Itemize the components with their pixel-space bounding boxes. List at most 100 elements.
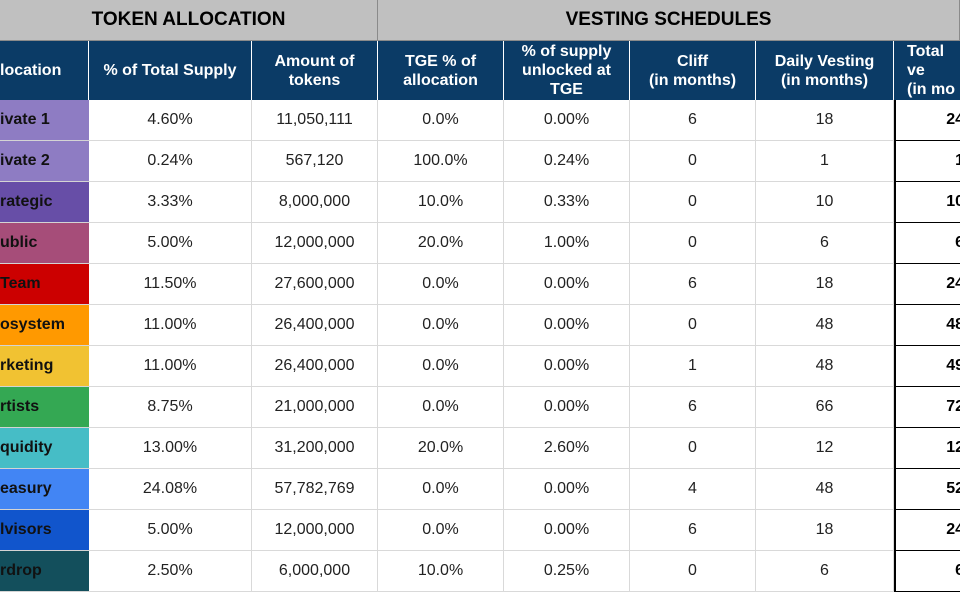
cliff-cell[interactable]: 0 — [630, 141, 756, 182]
tge-pct-cell[interactable]: 0.0% — [378, 100, 504, 141]
daily-cell[interactable]: 48 — [756, 469, 894, 510]
total-vesting-cell[interactable]: 24 — [894, 510, 960, 551]
allocation-name-cell[interactable]: rategic — [0, 182, 89, 223]
unlocked-cell[interactable]: 2.60% — [504, 428, 630, 469]
tge-pct-cell[interactable]: 0.0% — [378, 387, 504, 428]
daily-cell[interactable]: 18 — [756, 100, 894, 141]
total-vesting-cell[interactable]: 49 — [894, 346, 960, 387]
amount-cell[interactable]: 27,600,000 — [252, 264, 378, 305]
amount-cell[interactable]: 12,000,000 — [252, 223, 378, 264]
cliff-cell[interactable]: 6 — [630, 510, 756, 551]
supply-pct-header[interactable]: % of Total Supply — [89, 41, 252, 100]
amount-cell[interactable]: 12,000,000 — [252, 510, 378, 551]
daily-cell[interactable]: 48 — [756, 305, 894, 346]
cliff-cell[interactable]: 0 — [630, 428, 756, 469]
daily-cell[interactable]: 48 — [756, 346, 894, 387]
allocation-header[interactable]: location — [0, 41, 89, 100]
amount-cell[interactable]: 11,050,111 — [252, 100, 378, 141]
tge-pct-cell[interactable]: 20.0% — [378, 428, 504, 469]
daily-cell[interactable]: 12 — [756, 428, 894, 469]
supply-pct-cell[interactable]: 2.50% — [89, 551, 252, 592]
daily-cell[interactable]: 6 — [756, 551, 894, 592]
unlocked-cell[interactable]: 0.00% — [504, 346, 630, 387]
supply-pct-cell[interactable]: 11.00% — [89, 346, 252, 387]
supply-pct-cell[interactable]: 13.00% — [89, 428, 252, 469]
allocation-name-cell[interactable]: ublic — [0, 223, 89, 264]
cliff-cell[interactable]: 1 — [630, 346, 756, 387]
supply-pct-cell[interactable]: 4.60% — [89, 100, 252, 141]
cliff-cell[interactable]: 4 — [630, 469, 756, 510]
token-allocation-header[interactable]: TOKEN ALLOCATION — [0, 0, 378, 41]
tge-pct-cell[interactable]: 10.0% — [378, 551, 504, 592]
amount-cell[interactable]: 26,400,000 — [252, 305, 378, 346]
amount-cell[interactable]: 6,000,000 — [252, 551, 378, 592]
allocation-name-cell[interactable]: quidity — [0, 428, 89, 469]
allocation-name-cell[interactable]: Team — [0, 264, 89, 305]
unlocked-cell[interactable]: 0.00% — [504, 264, 630, 305]
supply-pct-cell[interactable]: 3.33% — [89, 182, 252, 223]
total-vesting-cell[interactable]: 24 — [894, 264, 960, 305]
supply-pct-cell[interactable]: 11.00% — [89, 305, 252, 346]
tge-pct-cell[interactable]: 0.0% — [378, 264, 504, 305]
cliff-cell[interactable]: 0 — [630, 182, 756, 223]
tge-pct-cell[interactable]: 0.0% — [378, 305, 504, 346]
tge-pct-cell[interactable]: 20.0% — [378, 223, 504, 264]
allocation-name-cell[interactable]: easury — [0, 469, 89, 510]
tge-pct-cell[interactable]: 100.0% — [378, 141, 504, 182]
total-vesting-header[interactable]: Total ve (in mo — [894, 41, 960, 100]
unlocked-cell[interactable]: 1.00% — [504, 223, 630, 264]
total-vesting-cell[interactable]: 10 — [894, 182, 960, 223]
supply-pct-cell[interactable]: 8.75% — [89, 387, 252, 428]
total-vesting-cell[interactable]: 6 — [894, 551, 960, 592]
cliff-cell[interactable]: 0 — [630, 305, 756, 346]
unlocked-cell[interactable]: 0.00% — [504, 510, 630, 551]
amount-header[interactable]: Amount of tokens — [252, 41, 378, 100]
total-vesting-cell[interactable]: 1 — [894, 141, 960, 182]
vesting-schedules-header[interactable]: VESTING SCHEDULES — [378, 0, 960, 41]
supply-pct-cell[interactable]: 5.00% — [89, 223, 252, 264]
tge-pct-cell[interactable]: 0.0% — [378, 346, 504, 387]
unlocked-cell[interactable]: 0.00% — [504, 387, 630, 428]
total-vesting-cell[interactable]: 6 — [894, 223, 960, 264]
daily-cell[interactable]: 6 — [756, 223, 894, 264]
total-vesting-cell[interactable]: 12 — [894, 428, 960, 469]
cliff-cell[interactable]: 0 — [630, 551, 756, 592]
allocation-name-cell[interactable]: rdrop — [0, 551, 89, 592]
unlocked-cell[interactable]: 0.00% — [504, 305, 630, 346]
tge-pct-cell[interactable]: 10.0% — [378, 182, 504, 223]
daily-cell[interactable]: 66 — [756, 387, 894, 428]
tge-pct-cell[interactable]: 0.0% — [378, 469, 504, 510]
daily-cell[interactable]: 1 — [756, 141, 894, 182]
daily-cell[interactable]: 18 — [756, 264, 894, 305]
allocation-name-cell[interactable]: osystem — [0, 305, 89, 346]
cliff-cell[interactable]: 6 — [630, 387, 756, 428]
allocation-name-cell[interactable]: lvisors — [0, 510, 89, 551]
amount-cell[interactable]: 567,120 — [252, 141, 378, 182]
amount-cell[interactable]: 26,400,000 — [252, 346, 378, 387]
total-vesting-cell[interactable]: 72 — [894, 387, 960, 428]
cliff-cell[interactable]: 6 — [630, 100, 756, 141]
amount-cell[interactable]: 57,782,769 — [252, 469, 378, 510]
cliff-cell[interactable]: 0 — [630, 223, 756, 264]
supply-pct-cell[interactable]: 11.50% — [89, 264, 252, 305]
unlocked-header[interactable]: % of supply unlocked at TGE — [504, 41, 630, 100]
allocation-name-cell[interactable]: rtists — [0, 387, 89, 428]
supply-pct-cell[interactable]: 5.00% — [89, 510, 252, 551]
unlocked-cell[interactable]: 0.25% — [504, 551, 630, 592]
daily-vesting-header[interactable]: Daily Vesting (in months) — [756, 41, 894, 100]
cliff-cell[interactable]: 6 — [630, 264, 756, 305]
unlocked-cell[interactable]: 0.33% — [504, 182, 630, 223]
unlocked-cell[interactable]: 0.24% — [504, 141, 630, 182]
cliff-header[interactable]: Cliff (in months) — [630, 41, 756, 100]
amount-cell[interactable]: 21,000,000 — [252, 387, 378, 428]
supply-pct-cell[interactable]: 24.08% — [89, 469, 252, 510]
unlocked-cell[interactable]: 0.00% — [504, 469, 630, 510]
daily-cell[interactable]: 18 — [756, 510, 894, 551]
daily-cell[interactable]: 10 — [756, 182, 894, 223]
total-vesting-cell[interactable]: 24 — [894, 100, 960, 141]
amount-cell[interactable]: 31,200,000 — [252, 428, 378, 469]
allocation-name-cell[interactable]: ivate 2 — [0, 141, 89, 182]
total-vesting-cell[interactable]: 48 — [894, 305, 960, 346]
tge-pct-header[interactable]: TGE % of allocation — [378, 41, 504, 100]
unlocked-cell[interactable]: 0.00% — [504, 100, 630, 141]
